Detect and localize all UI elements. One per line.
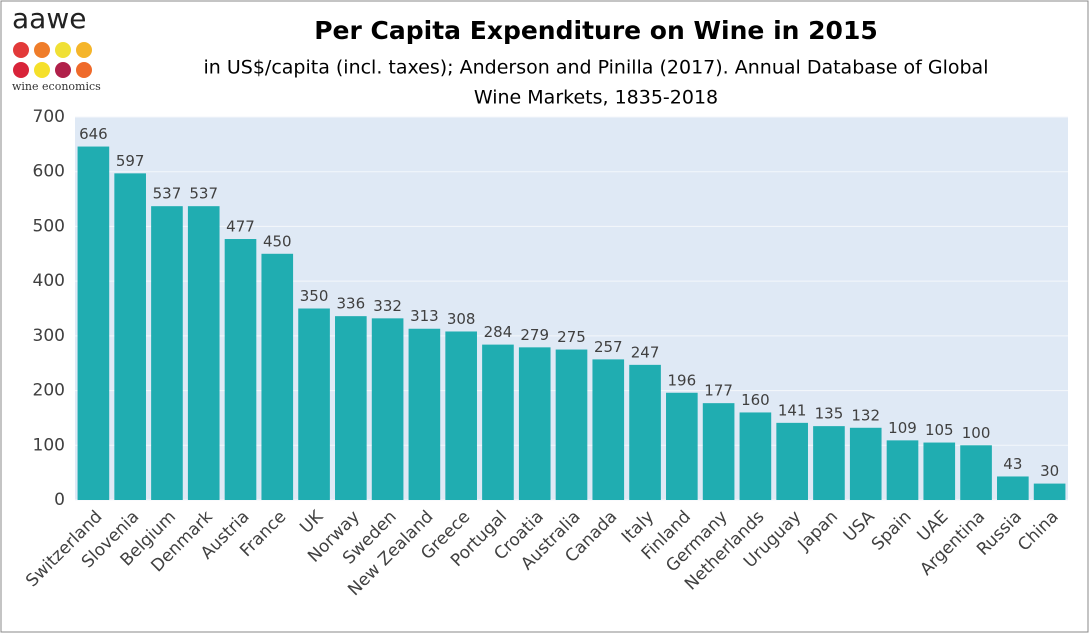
bar	[997, 476, 1029, 500]
y-tick-label: 100	[33, 435, 65, 455]
logo-dot	[76, 62, 92, 78]
bar	[923, 442, 956, 500]
logo-dot	[34, 62, 50, 78]
value-label: 275	[557, 328, 586, 346]
value-label: 132	[851, 406, 880, 424]
chart-title: Per Capita Expenditure on Wine in 2015	[314, 16, 878, 45]
value-label: 450	[263, 232, 292, 250]
bar	[518, 347, 551, 500]
y-tick-label: 300	[33, 326, 65, 346]
value-label: 597	[116, 152, 145, 170]
value-label: 247	[631, 343, 660, 361]
bar	[886, 440, 919, 500]
value-label: 196	[668, 371, 697, 389]
value-label: 135	[815, 405, 844, 423]
bar	[261, 253, 294, 500]
value-label: 160	[741, 391, 770, 409]
value-label: 30	[1040, 462, 1059, 480]
logo: aawe wine economics	[12, 2, 101, 93]
value-label: 332	[373, 297, 402, 315]
bar	[187, 206, 220, 501]
bar	[335, 316, 367, 500]
logo-dot	[13, 62, 29, 78]
chart-subtitle: in US$/capita (incl. taxes); Anderson an…	[204, 57, 989, 79]
value-label: 477	[226, 218, 255, 236]
value-label: 646	[79, 125, 108, 143]
value-label: 537	[153, 185, 182, 203]
bar	[77, 146, 110, 500]
bar	[1033, 483, 1066, 500]
bar	[629, 364, 661, 500]
bar	[151, 206, 183, 501]
value-label: 284	[484, 323, 513, 341]
y-tick-label: 500	[33, 216, 65, 236]
bar	[849, 427, 882, 500]
value-label: 100	[962, 424, 991, 442]
bar	[298, 308, 330, 500]
y-tick-label: 600	[33, 162, 65, 182]
y-tick-label: 700	[33, 107, 65, 127]
logo-dot	[34, 42, 50, 58]
bar	[445, 331, 477, 500]
logo-dot	[55, 62, 71, 78]
logo-dot	[55, 42, 71, 58]
bar	[739, 412, 772, 500]
logo-tagline: wine economics	[12, 80, 101, 93]
value-label: 257	[594, 338, 623, 356]
chart-subtitle: Wine Markets, 1835-2018	[474, 87, 718, 109]
y-tick-label: 0	[54, 490, 65, 510]
bar	[224, 239, 257, 500]
value-label: 43	[1003, 455, 1022, 473]
value-label: 308	[447, 310, 476, 328]
bar	[371, 318, 404, 500]
value-label: 537	[189, 185, 218, 203]
value-label: 279	[520, 326, 549, 344]
bar	[114, 173, 146, 500]
y-tick-label: 400	[33, 271, 65, 291]
bar	[555, 349, 588, 500]
logo-name: aawe	[12, 2, 86, 35]
bar	[813, 426, 845, 500]
bar	[776, 422, 808, 500]
value-label: 141	[778, 401, 807, 419]
bar	[408, 328, 441, 500]
value-label: 350	[300, 287, 329, 305]
logo-dot	[76, 42, 92, 58]
bar	[960, 445, 992, 500]
value-label: 177	[704, 382, 733, 400]
bar	[592, 359, 625, 500]
value-label: 313	[410, 307, 439, 325]
bar	[482, 344, 514, 500]
value-label: 109	[888, 419, 917, 437]
logo-dot	[13, 42, 29, 58]
y-tick-label: 200	[33, 381, 65, 401]
value-label: 336	[337, 295, 366, 313]
value-label: 105	[925, 421, 954, 439]
bar	[702, 403, 735, 500]
bar	[666, 392, 698, 500]
